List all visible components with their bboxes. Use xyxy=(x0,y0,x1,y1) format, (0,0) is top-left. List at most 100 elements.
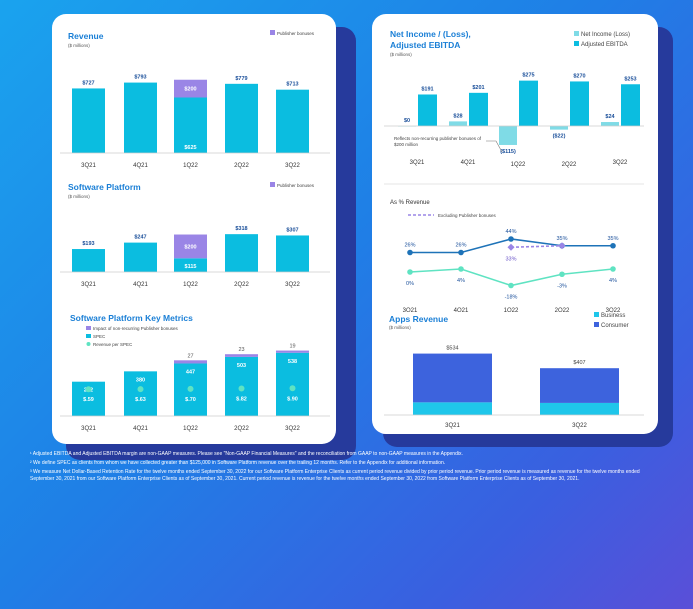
pctrev-excl-line xyxy=(510,244,563,249)
revenue-title: Revenue xyxy=(68,31,104,41)
netincome-ni-bar xyxy=(601,122,619,126)
netincome-tick-label: 2Q22 xyxy=(562,162,577,168)
revenue-subtitle: ($ millions) xyxy=(68,43,90,48)
software-value-label: $318 xyxy=(235,226,247,232)
pctrev-ebitda-label: 35% xyxy=(556,236,567,242)
metrics-spec-bar xyxy=(124,371,157,416)
metrics-rps-label: $.82 xyxy=(236,397,247,403)
netincome-ni-label: $24 xyxy=(605,114,615,120)
pctrev-title: As % Revenue xyxy=(390,200,430,206)
left-charts: Revenue ($ millions) Publisher bonuses $… xyxy=(60,30,330,432)
metrics-spec-label: 447 xyxy=(186,369,195,375)
pctrev-ni-label: 4% xyxy=(457,278,465,284)
netincome-ebitda-label: $191 xyxy=(421,86,433,92)
netincome-ni-bar xyxy=(550,126,568,130)
pctrev-tick-label: 3Q21 xyxy=(403,308,418,314)
software-value-label: $307 xyxy=(286,227,298,233)
netincome-tick-label: 1Q22 xyxy=(511,162,526,168)
netincome-legend-swatch-1 xyxy=(574,31,579,36)
pctrev-excl-label: 33% xyxy=(505,256,516,262)
metrics-rps-dot xyxy=(137,386,144,393)
apps-business-bar xyxy=(540,402,619,415)
metrics-spec-label: 538 xyxy=(288,359,297,365)
pctrev-ebitda-marker xyxy=(407,249,413,256)
metrics-rps-label: $.63 xyxy=(135,397,146,403)
netincome-ebitda-label: $275 xyxy=(522,73,534,79)
revenue-legend-label: Publisher bonuses xyxy=(277,31,315,36)
metrics-impact-bar xyxy=(276,350,309,353)
netincome-ebitda-label: $201 xyxy=(472,85,484,91)
pctrev-ebitda-marker xyxy=(508,236,514,242)
apps-consumer-bar xyxy=(540,368,619,403)
revenue-tick-label: 1Q22 xyxy=(183,163,198,169)
netincome-ebitda-bar xyxy=(621,84,640,126)
software-tick-label: 2Q22 xyxy=(234,282,249,288)
netincome-ni-bar xyxy=(499,126,517,145)
pctrev-ni-label: -18% xyxy=(505,295,518,301)
pctrev-lines: 26% 26% 44% 35% 35% 33% 0% 4% -18% -3% 4% 3Q21 4Q21 1… xyxy=(403,229,621,314)
netincome-ebitda-bar xyxy=(418,94,437,126)
pctrev-ebitda-label: 26% xyxy=(404,243,415,249)
software-value-label: $193 xyxy=(82,241,94,247)
pctrev-ebitda-label: 44% xyxy=(505,229,516,235)
revenue-bar xyxy=(124,82,157,153)
footnote-3: ³ We measure Net Dollar-Based Retention … xyxy=(30,469,640,482)
revenue-tick-label: 3Q21 xyxy=(81,163,96,169)
metrics-legend-swatch-1 xyxy=(86,326,91,330)
right-charts: Net Income / (Loss), Adjusted EBITDA ($ … xyxy=(384,29,644,314)
metrics-legend-swatch-2 xyxy=(86,334,91,338)
apps-legend-label-1: Business xyxy=(601,313,625,319)
netincome-ni-bar xyxy=(449,121,467,126)
right-card-top: Net Income / (Loss), Adjusted EBITDA ($ … xyxy=(372,14,658,328)
pctrev-ebitda-label: 35% xyxy=(607,236,618,242)
netincome-tick-label: 3Q21 xyxy=(410,160,425,166)
metrics-tick-label: 4Q21 xyxy=(133,426,148,432)
revenue-bonus-label: $200 xyxy=(184,87,196,93)
footnotes: ¹ Adjusted EBITDA and Adjusted EBITDA ma… xyxy=(30,451,660,485)
software-value-label: $247 xyxy=(134,235,146,241)
metrics-impact-bar xyxy=(174,360,207,364)
metrics-rps-dot xyxy=(187,385,194,392)
metrics-rps-label: $.59 xyxy=(83,397,94,403)
apps-legend-label-2: Consumer xyxy=(601,323,629,329)
netincome-ni-label: $0 xyxy=(404,118,410,124)
revenue-value-label: $779 xyxy=(235,76,247,82)
revenue-legend-swatch xyxy=(270,30,275,35)
metrics-rps-label: $.70 xyxy=(185,397,196,403)
metrics-impact-label: 27 xyxy=(187,353,193,359)
netincome-title-line2: Adjusted EBITDA xyxy=(390,40,460,50)
metrics-rps-dot xyxy=(238,385,245,392)
netincome-ebitda-bar xyxy=(469,92,488,126)
pctrev-ni-label: 0% xyxy=(406,281,414,287)
revenue-bar xyxy=(174,97,207,153)
pctrev-tick-label: 3Q22 xyxy=(606,308,621,314)
software-bar xyxy=(225,234,258,272)
pctrev-ni-label: 4% xyxy=(609,278,617,284)
metrics-impact-label: 23 xyxy=(238,347,244,353)
left-card: Revenue ($ millions) Publisher bonuses $… xyxy=(52,14,336,444)
software-bars: $193 3Q21 $247 4Q21 $200 $115 1Q22 $318 2Q22 $307… xyxy=(72,226,309,288)
metrics-impact-label: 19 xyxy=(289,344,295,350)
netincome-subtitle: ($ millions) xyxy=(390,52,412,57)
revenue-tick-label: 3Q22 xyxy=(285,163,300,169)
apps-tick-label: 3Q22 xyxy=(572,423,587,429)
software-title: Software Platform xyxy=(68,182,141,192)
revenue-value-label: $793 xyxy=(134,75,146,81)
netincome-ni-label: ($115) xyxy=(500,149,516,155)
netincome-legend-swatch-2 xyxy=(574,41,579,46)
netincome-ebitda-label: $270 xyxy=(573,73,585,79)
apps-subtitle: ($ millions) xyxy=(389,325,411,330)
footnote-1: ¹ Adjusted EBITDA and Adjusted EBITDA ma… xyxy=(30,451,463,457)
revenue-value-label: $727 xyxy=(82,80,94,86)
apps-card: Apps Revenue ($ millions) Business Consu… xyxy=(372,312,658,434)
metrics-tick-label: 2Q22 xyxy=(234,426,249,432)
pctrev-tick-label: 2Q22 xyxy=(555,308,570,314)
pctrev-ebitda-marker xyxy=(610,242,616,249)
software-bar xyxy=(276,235,309,272)
revenue-bonus-bar xyxy=(174,79,207,98)
apps-tick-label: 3Q21 xyxy=(445,423,460,429)
revenue-tick-label: 2Q22 xyxy=(234,163,249,169)
revenue-value-label: $625 xyxy=(184,145,196,151)
metrics-legend-label-1: Impact of non-recurring Publisher bonuse… xyxy=(93,326,179,331)
metrics-bars: 292$.593Q21380$.634Q2144727$.701Q2250323… xyxy=(72,344,309,432)
